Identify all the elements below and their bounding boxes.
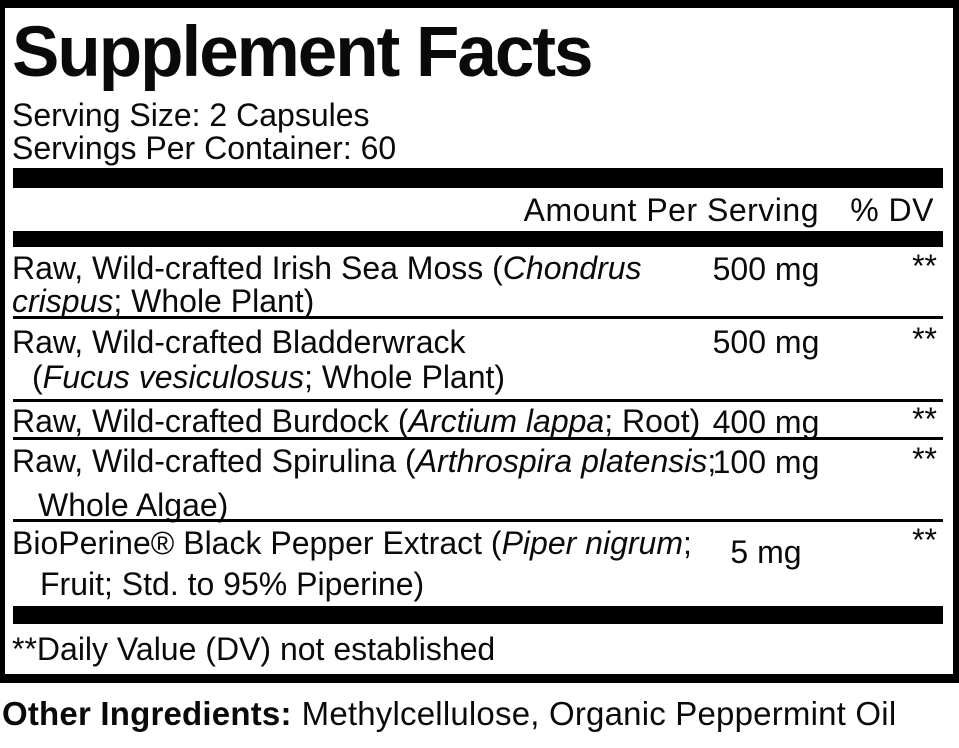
other-ingredients-line: Other Ingredients: Methylcellulose, Organ…	[2, 697, 896, 730]
ingredient-latin-name: Piper nigrum	[501, 525, 683, 561]
amount-value: 5 mg	[730, 534, 802, 570]
column-header-dv: % DV	[850, 192, 934, 228]
ingredient-text: (	[32, 359, 43, 395]
ingredient-text: Raw, Wild-crafted Bladderwrack	[12, 324, 466, 360]
panel-title: Supplement Facts	[12, 13, 594, 92]
amount-value: 500 mg	[712, 324, 820, 360]
ingredient-latin-name: Arctium lappa	[408, 403, 605, 439]
ingredient-text: Fruit; Std. to 95% Piperine)	[40, 566, 425, 602]
row-separator	[13, 316, 943, 319]
thick-divider-header	[13, 231, 943, 247]
amount-value: 100 mg	[712, 444, 820, 480]
ingredient-text: BioPerine® Black Pepper Extract (	[12, 525, 502, 561]
ingredient-text: Raw, Wild-crafted Irish Sea Moss (	[12, 250, 503, 286]
ingredient-name-line1: Raw, Wild-crafted Irish Sea Moss (Chondr…	[12, 252, 642, 284]
ingredient-name-line1: BioPerine® Black Pepper Extract (Piper n…	[12, 527, 692, 559]
ingredient-name-line1: Raw, Wild-crafted Bladderwrack	[12, 326, 465, 358]
ingredient-text: Raw, Wild-crafted Spirulina (	[12, 443, 416, 479]
ingredient-name-line2: Fruit; Std. to 95% Piperine)	[40, 568, 424, 600]
dv-value: **	[912, 441, 937, 477]
ingredient-text: Whole Algae)	[38, 487, 229, 523]
ingredient-name-line2: Whole Algae)	[38, 489, 228, 521]
row-separator	[13, 437, 943, 440]
other-ingredients-label: Other Ingredients:	[2, 695, 292, 732]
ingredient-text: ; Root)	[604, 403, 701, 439]
dv-value: **	[912, 401, 937, 437]
amount-value: 500 mg	[712, 251, 820, 287]
row-separator	[13, 399, 943, 402]
daily-value-footnote: **Daily Value (DV) not established	[12, 631, 496, 667]
dv-value: **	[912, 321, 937, 357]
ingredient-text: ;	[707, 443, 717, 479]
ingredient-name-line1: Raw, Wild-crafted Burdock (Arctium lappa…	[12, 405, 700, 437]
dv-value: **	[912, 522, 937, 558]
serving-size: Serving Size: 2 Capsules	[12, 97, 370, 133]
ingredient-latin-name: Arthrospira platensis	[415, 443, 708, 479]
ingredient-latin-name: Chondrus	[502, 250, 642, 286]
other-ingredients-text: Methylcellulose, Organic Peppermint Oil	[301, 695, 897, 732]
thick-divider-top	[13, 168, 943, 188]
thick-divider-bottom	[13, 606, 943, 624]
supplement-facts-panel: Supplement Facts Serving Size: 2 Capsule…	[0, 0, 959, 683]
ingredient-latin-name: Fucus vesiculosus	[42, 359, 305, 395]
amount-value: 400 mg	[712, 404, 820, 440]
column-header-amount: Amount Per Serving	[523, 192, 819, 228]
ingredient-text: Raw, Wild-crafted Burdock (	[12, 403, 409, 439]
ingredient-text: ; Whole Plant)	[304, 359, 506, 395]
ingredient-text: ;	[682, 525, 692, 561]
ingredient-name-line2: (Fucus vesiculosus; Whole Plant)	[32, 361, 505, 393]
ingredient-latin-name: crispus	[12, 283, 114, 319]
ingredient-name-line1: Raw, Wild-crafted Spirulina (Arthrospira…	[12, 445, 716, 477]
servings-per-container: Servings Per Container: 60	[12, 130, 397, 166]
ingredient-name-line2: crispus; Whole Plant)	[12, 285, 314, 317]
row-separator	[13, 519, 943, 522]
ingredient-text: ; Whole Plant)	[113, 283, 315, 319]
dv-value: **	[912, 248, 937, 284]
